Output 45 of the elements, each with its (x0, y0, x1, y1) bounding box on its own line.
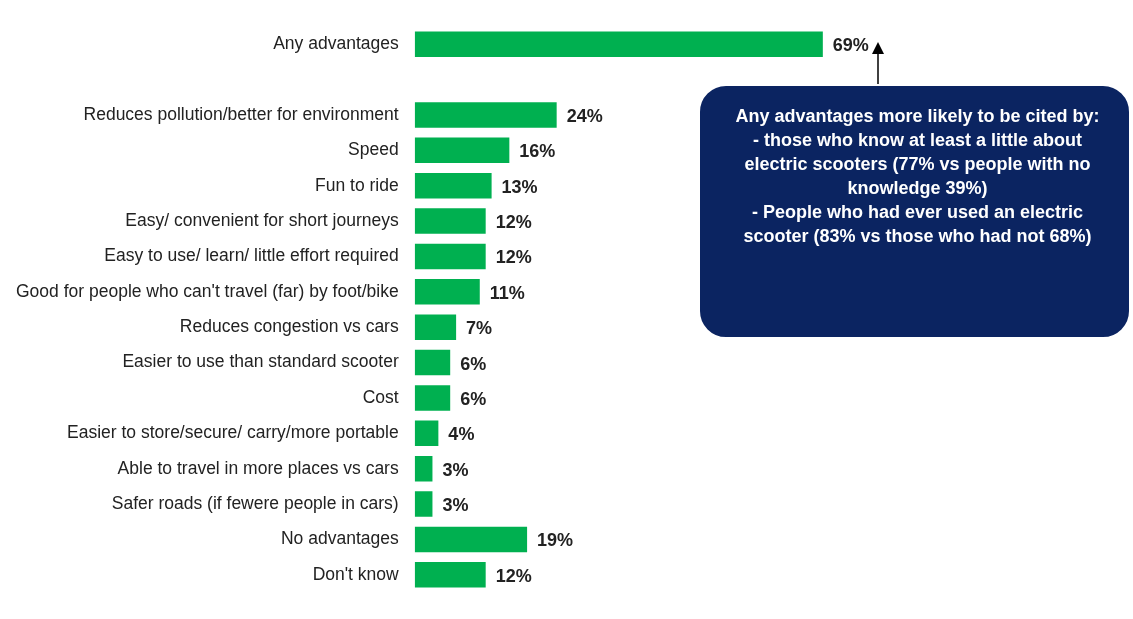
bar (414, 562, 486, 588)
data-label: 3% (442, 459, 469, 480)
bar (414, 420, 439, 447)
bar (414, 102, 557, 128)
bar (414, 526, 528, 553)
y-tick-label: Don't know (312, 563, 400, 584)
bar (414, 279, 480, 305)
bar (414, 208, 486, 234)
y-tick-label: Easier to use than standard scooter (122, 351, 399, 372)
bar (414, 243, 486, 270)
bar (414, 349, 451, 376)
data-label: 6% (460, 388, 487, 409)
y-tick-label: Reduces pollution/better for environment (83, 103, 399, 124)
data-label: 12% (495, 565, 532, 586)
y-tick-label: Easy/ convenient for short journeys (125, 209, 399, 230)
bar (414, 31, 823, 57)
data-label: 6% (460, 353, 487, 374)
data-label: 16% (519, 141, 556, 162)
y-tick-label: Cost (362, 386, 399, 407)
data-label: 24% (566, 105, 603, 126)
y-tick-label: Fun to ride (315, 174, 399, 195)
data-label: 12% (495, 212, 532, 233)
y-tick-label: Good for people who can't travel (far) by foot/bike (15, 280, 399, 301)
y-tick-label: Speed (348, 139, 399, 160)
data-label: 13% (501, 176, 538, 197)
data-label: 11% (489, 282, 525, 303)
y-tick-label: Able to travel in more places vs cars (117, 457, 399, 478)
bar (414, 137, 510, 164)
bar (414, 455, 433, 482)
data-label: 12% (495, 247, 532, 268)
y-tick-label: Safer roads (if fewere people in cars) (111, 492, 399, 513)
data-label: 7% (466, 318, 493, 339)
y-tick-label: Easier to store/secure/ carry/more portable (67, 422, 399, 443)
bar (414, 314, 457, 340)
bar (414, 385, 451, 411)
data-label: 19% (537, 530, 574, 551)
y-tick-label: Easy to use/ learn/ little effort required (104, 245, 399, 266)
y-tick-label: No advantages (280, 528, 399, 549)
bar (414, 172, 492, 199)
data-label: 69% (832, 35, 869, 56)
data-label: 3% (442, 495, 469, 516)
data-label: 4% (448, 424, 475, 445)
y-tick-label: Reduces congestion vs cars (179, 316, 399, 337)
y-tick-label: Any advantages (273, 33, 399, 54)
bar (414, 491, 433, 517)
